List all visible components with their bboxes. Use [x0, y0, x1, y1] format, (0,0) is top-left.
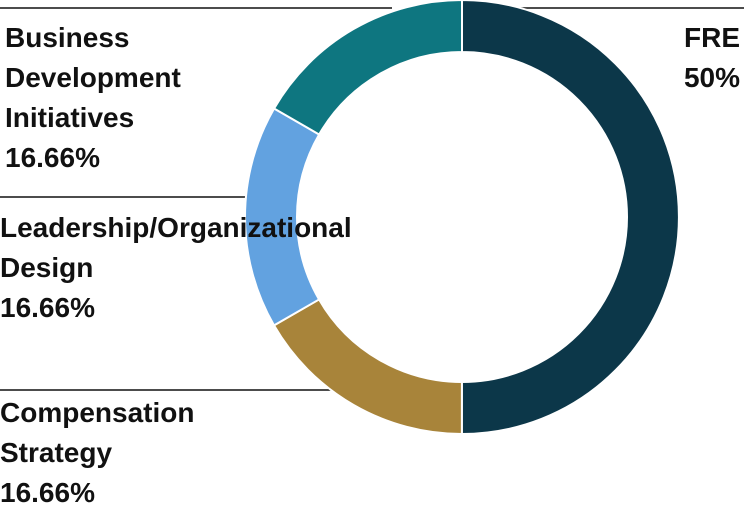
- slice-label: Leadership/Organizational Design 16.66%: [0, 208, 352, 328]
- value-label: 16.66%: [5, 142, 100, 173]
- category-label: Leadership/Organizational Design: [0, 212, 352, 283]
- slice-label: Business Development Initiatives 16.66%: [5, 18, 225, 178]
- donut-slice: [460, 0, 680, 436]
- value-label: 50%: [683, 62, 740, 93]
- slice-label: Compensation Strategy 16.66%: [0, 393, 240, 513]
- value-label: 16.66%: [0, 292, 95, 323]
- category-label: Business Development Initiatives: [5, 22, 181, 133]
- donut-slice: [272, 0, 463, 136]
- slice-label: FRE 50%: [600, 18, 740, 98]
- category-label: FRE: [684, 22, 740, 53]
- value-label: 16.66%: [0, 477, 95, 508]
- donut-slice: [272, 298, 463, 436]
- category-label: Compensation Strategy: [0, 397, 195, 468]
